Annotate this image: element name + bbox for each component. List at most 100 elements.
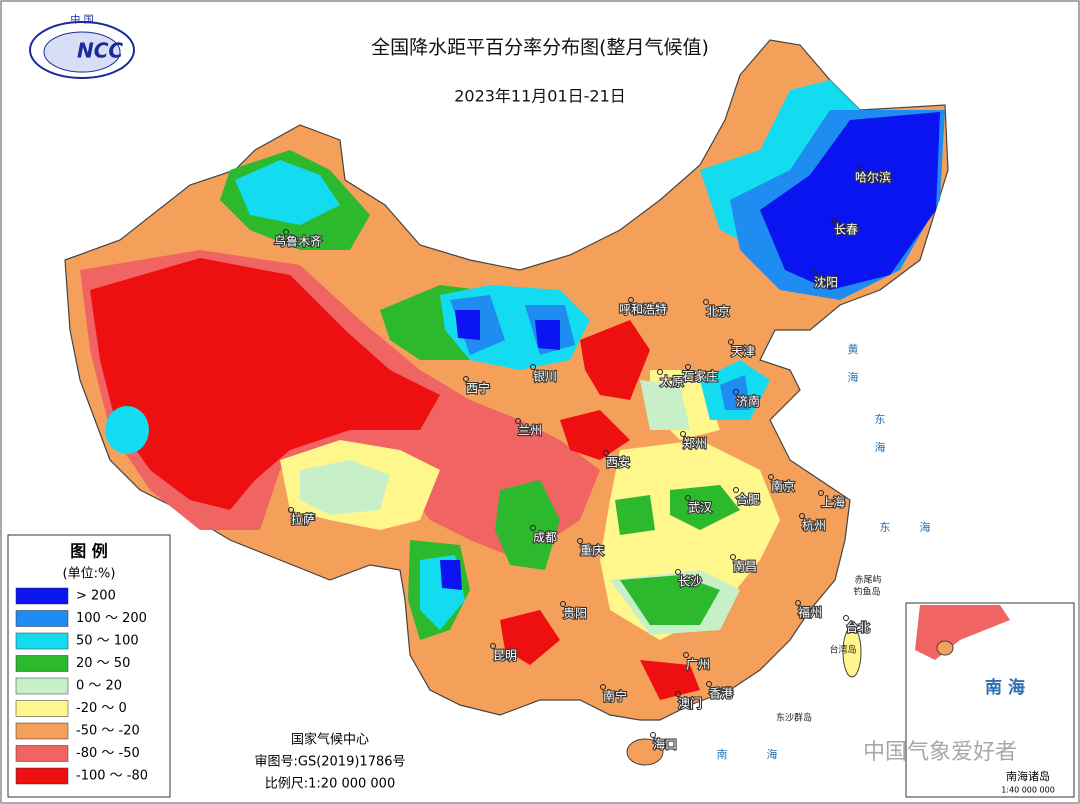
legend-label: -50 ～ -20 — [76, 724, 140, 739]
precip-map — [64, 39, 949, 766]
city-marker — [530, 364, 536, 370]
inset: 南 海 南海诸岛 1:40 000 000 — [905, 602, 1075, 798]
city-marker — [560, 601, 566, 607]
logo-text: NCC — [77, 39, 123, 63]
legend-label: -80 ～ -50 — [76, 746, 140, 761]
city-label: 杭州 — [802, 518, 826, 533]
city-label: 上海 — [821, 495, 845, 510]
city-marker — [843, 615, 849, 621]
city-marker — [657, 369, 663, 375]
watermark: 中国气象爱好者 — [863, 740, 1017, 765]
logo: 中 国 NCC — [29, 13, 135, 79]
sea-label: 东 — [880, 521, 891, 534]
city-marker — [811, 270, 817, 276]
legend-swatch — [15, 632, 69, 650]
city-label: 银川 — [533, 370, 557, 384]
legend-label: -20 ～ 0 — [76, 701, 127, 716]
city-label: 兰州 — [518, 424, 542, 438]
city-marker — [650, 732, 656, 738]
legend-unit: (单位:%) — [63, 567, 116, 582]
hainan — [626, 738, 664, 766]
zone-wet-mod — [105, 80, 870, 630]
zone-wet-extreme — [440, 112, 940, 590]
city-label: 合肥 — [736, 492, 760, 507]
city-marker — [283, 229, 289, 235]
city-marker — [463, 376, 469, 382]
city-label: 台北 — [846, 620, 870, 635]
legend-title: 图 例 — [70, 542, 108, 561]
city-marker — [577, 538, 583, 544]
city-marker — [685, 495, 691, 501]
city-label: 澳门 — [678, 696, 702, 711]
sea-label: 海 — [920, 520, 931, 534]
city-label: 贵阳 — [563, 607, 587, 621]
city-marker — [733, 389, 739, 395]
legend-swatch — [15, 700, 69, 717]
city-marker — [675, 569, 681, 575]
city-marker — [685, 364, 691, 370]
city-label: 长沙 — [678, 575, 702, 589]
city-label: 广州 — [686, 658, 710, 672]
city-label: 南昌 — [733, 559, 757, 574]
city-label: 济南 — [736, 394, 760, 409]
legend-label: 100 ～ 200 — [76, 611, 147, 626]
legend-swatch — [15, 677, 69, 695]
city-label: 哈尔滨 — [855, 170, 891, 185]
city-marker — [706, 681, 712, 687]
footer-org: 国家气候中心 — [291, 732, 369, 748]
subtitle: 2023年11月01日-21日 — [454, 87, 626, 106]
sea-label: 东 — [875, 413, 886, 426]
city-marker — [733, 487, 739, 493]
zone-neutral — [280, 370, 780, 640]
city-label: 沈阳 — [814, 275, 838, 290]
footer-approval: 审图号:GS(2019)1786号 — [254, 755, 405, 770]
inset-label: 南海诸岛 — [1006, 769, 1050, 783]
city-label: 石家庄 — [682, 369, 718, 384]
island-label: 东沙群岛 — [776, 712, 812, 724]
city-marker — [628, 297, 634, 303]
city-label: 海口 — [653, 737, 677, 752]
legend-label: -100 ～ -80 — [76, 769, 148, 784]
legend-label: 0 ～ 20 — [76, 679, 122, 694]
legend-label: 20 ～ 50 — [76, 656, 130, 671]
city-marker — [288, 507, 294, 513]
city-marker — [490, 643, 496, 649]
legend-swatch — [15, 722, 69, 740]
city-label: 香港 — [709, 687, 733, 701]
logo-ring — [29, 21, 135, 79]
city-label: 西安 — [606, 455, 630, 470]
city-label: 拉萨 — [291, 512, 315, 527]
island-label: 赤尾屿 — [854, 575, 881, 586]
city-label: 重庆 — [580, 544, 604, 558]
sea-label: 海 — [848, 370, 859, 384]
city-marker — [600, 684, 606, 690]
city-label: 天津 — [731, 345, 755, 359]
inset-title: 南 海 — [985, 677, 1025, 698]
city-label: 西宁 — [466, 381, 490, 396]
city-label: 北京 — [706, 305, 730, 319]
legend-label: 50 ～ 100 — [76, 634, 139, 649]
inset-scale: 1:40 000 000 — [1001, 786, 1055, 795]
island-label: 台湾岛 — [829, 644, 856, 656]
city-label: 武汉 — [688, 501, 712, 515]
zone-very-dry — [90, 258, 440, 510]
city-label: 乌鲁木齐 — [274, 234, 322, 249]
city-label: 太原 — [660, 374, 684, 389]
sea-label: 海 — [767, 747, 778, 761]
city-label: 长春 — [834, 223, 858, 237]
legend-swatch — [15, 610, 69, 627]
city-marker — [680, 431, 686, 437]
city-label: 福州 — [798, 605, 822, 620]
sea-label: 海 — [875, 440, 886, 454]
city-marker — [703, 299, 709, 305]
legend-swatch — [15, 587, 69, 605]
city-marker — [675, 691, 681, 697]
city-label: 昆明 — [493, 649, 517, 663]
city-label: 郑州 — [683, 436, 707, 451]
inset-hainan — [936, 640, 954, 656]
legend-swatch — [15, 767, 69, 785]
city-label: 呼和浩特 — [619, 302, 667, 317]
sea-label: 南 — [717, 748, 728, 761]
